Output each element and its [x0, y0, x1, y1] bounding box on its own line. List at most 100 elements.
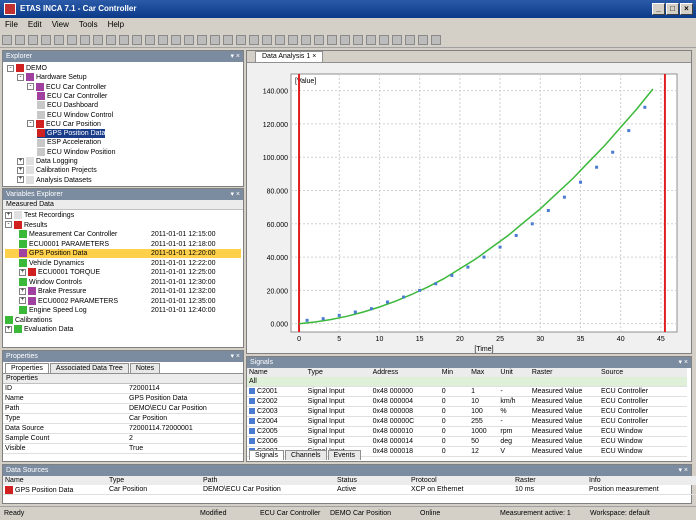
- menu-file[interactable]: File: [5, 20, 18, 29]
- minimize-button[interactable]: _: [652, 3, 665, 15]
- signal-row[interactable]: C2002 Signal Input 0x48 000004 0 10 km/h Measu…: [247, 396, 687, 407]
- tab-channels[interactable]: Channels: [284, 450, 327, 460]
- toolbar-button[interactable]: [119, 35, 129, 45]
- column-header[interactable]: Name: [249, 369, 268, 376]
- property-row[interactable]: Type Car Position: [3, 413, 243, 424]
- tree-item[interactable]: - ECU Car Position: [27, 119, 101, 129]
- toolbar-button[interactable]: [379, 35, 389, 45]
- toolbar-button[interactable]: [366, 35, 376, 45]
- toolbar-button[interactable]: [28, 35, 38, 45]
- toolbar-button[interactable]: [275, 35, 285, 45]
- column-header[interactable]: Type: [109, 477, 125, 484]
- expand-icon[interactable]: +: [17, 176, 24, 184]
- close-button[interactable]: ×: [680, 3, 693, 15]
- data-sources-close-icon[interactable]: ▾ ×: [678, 467, 688, 474]
- column-header[interactable]: Protocol: [411, 477, 437, 484]
- tree-item[interactable]: + Calibration Projects: [17, 166, 97, 175]
- tree-item[interactable]: GPS Position Data: [37, 129, 106, 139]
- toolbar-button[interactable]: [132, 35, 142, 45]
- variable-row[interactable]: + ECU0001 TORQUE 2011-01-01 12:25:00: [5, 268, 241, 277]
- properties-close-icon[interactable]: ▾ ×: [230, 353, 240, 360]
- toolbar-button[interactable]: [145, 35, 155, 45]
- tree-item[interactable]: ECU Car Controller: [37, 92, 107, 101]
- variable-row[interactable]: GPS Position Data 2011-01-01 12:20:00: [5, 249, 241, 258]
- column-header[interactable]: Address: [372, 369, 399, 376]
- variable-row[interactable]: Window Controls 2011-01-01 12:30:00: [5, 277, 241, 287]
- column-header[interactable]: Source: [600, 369, 624, 376]
- toolbar-button[interactable]: [54, 35, 64, 45]
- property-row[interactable]: Visible True: [3, 443, 243, 454]
- toolbar-button[interactable]: [327, 35, 337, 45]
- column-header[interactable]: Status: [337, 477, 357, 484]
- toolbar-button[interactable]: [158, 35, 168, 45]
- menu-view[interactable]: View: [51, 20, 69, 29]
- tab-properties[interactable]: Properties: [5, 363, 49, 373]
- toolbar-button[interactable]: [197, 35, 207, 45]
- signals-close-icon[interactable]: ▾ ×: [678, 359, 688, 366]
- signal-row[interactable]: C2004 Signal Input 0x48 00000C 0 255 - Measure…: [247, 416, 687, 427]
- signal-row[interactable]: C2001 Signal Input 0x48 000000 0 1 - Measured …: [247, 386, 687, 397]
- column-header[interactable]: Max: [471, 369, 485, 376]
- column-header[interactable]: Unit: [500, 369, 513, 376]
- variable-row[interactable]: + Test Recordings: [5, 211, 241, 220]
- tree-item[interactable]: - Hardware Setup: [17, 73, 87, 82]
- expand-icon[interactable]: +: [19, 287, 26, 295]
- toolbar-button[interactable]: [301, 35, 311, 45]
- variable-row[interactable]: + Evaluation Data: [5, 325, 241, 334]
- variables-close-icon[interactable]: ▾ ×: [230, 191, 240, 198]
- variable-row[interactable]: Calibrations: [5, 315, 241, 325]
- toolbar-button[interactable]: [80, 35, 90, 45]
- column-header[interactable]: Min: [441, 369, 454, 376]
- tree-item[interactable]: ECU Window Position: [37, 147, 115, 157]
- variable-row[interactable]: Vehicle Dynamics 2011-01-01 12:22:00: [5, 258, 241, 268]
- variable-row[interactable]: Measurement Car Controller 2011-01-01 12:…: [5, 230, 241, 239]
- toolbar-button[interactable]: [236, 35, 246, 45]
- expand-icon[interactable]: +: [17, 157, 24, 165]
- column-header[interactable]: Path: [203, 477, 218, 484]
- toolbar-button[interactable]: [288, 35, 298, 45]
- signal-row[interactable]: C2005 Signal Input 0x48 000010 0 1000 rpm Meas…: [247, 426, 687, 437]
- expand-icon[interactable]: +: [19, 297, 26, 305]
- toolbar-button[interactable]: [41, 35, 51, 45]
- toolbar-button[interactable]: [392, 35, 402, 45]
- data-source-row[interactable]: GPS Position Data Car Position DEMO\ECU Ca…: [3, 485, 696, 495]
- collapse-icon[interactable]: -: [17, 73, 24, 81]
- toolbar-button[interactable]: [353, 35, 363, 45]
- toolbar-button[interactable]: [67, 35, 77, 45]
- signal-row[interactable]: C2003 Signal Input 0x48 000008 0 100% Measure…: [247, 406, 687, 417]
- toolbar-button[interactable]: [418, 35, 428, 45]
- collapse-icon[interactable]: -: [27, 120, 34, 128]
- tree-item[interactable]: ESP Acceleration: [37, 138, 101, 147]
- toolbar-button[interactable]: [431, 35, 441, 45]
- expand-icon[interactable]: +: [17, 166, 24, 174]
- toolbar-button[interactable]: [2, 35, 12, 45]
- expand-icon[interactable]: +: [5, 325, 12, 333]
- variable-row[interactable]: - Results: [5, 220, 241, 230]
- variable-row[interactable]: ECU0001 PARAMETERS 2011-01-01 12:18:00: [5, 239, 241, 249]
- tab-associated-data-tree[interactable]: Associated Data Tree: [49, 363, 129, 373]
- tree-item[interactable]: ECU Window Control: [37, 110, 113, 120]
- expand-icon[interactable]: +: [19, 268, 26, 276]
- tree-item[interactable]: - ECU Car Controller: [27, 82, 106, 92]
- explorer-close-icon[interactable]: ▾ ×: [230, 53, 240, 60]
- toolbar-button[interactable]: [314, 35, 324, 45]
- maximize-button[interactable]: □: [666, 3, 679, 15]
- toolbar-button[interactable]: [93, 35, 103, 45]
- chart-tab[interactable]: Data Analysis 1 ×: [255, 51, 324, 62]
- tree-item[interactable]: - DEMO: [7, 64, 47, 73]
- property-row[interactable]: ID 72000114: [3, 384, 243, 394]
- toolbar-button[interactable]: [106, 35, 116, 45]
- tree-item[interactable]: + Analysis Datasets: [17, 175, 92, 185]
- menu-edit[interactable]: Edit: [27, 20, 42, 29]
- column-header[interactable]: Raster: [531, 369, 553, 376]
- tab-events[interactable]: Events: [327, 450, 361, 460]
- column-header[interactable]: Name: [5, 477, 24, 484]
- tab-notes[interactable]: Notes: [129, 363, 161, 373]
- menu-tools[interactable]: Tools: [78, 20, 98, 29]
- variable-row[interactable]: Engine Speed Log 2011-01-01 12:40:00: [5, 306, 241, 315]
- column-header[interactable]: Type: [307, 369, 323, 376]
- property-row[interactable]: Sample Count 2: [3, 433, 243, 444]
- signal-row[interactable]: All: [247, 377, 687, 387]
- property-row[interactable]: Data Source 72000114.72000001: [3, 423, 243, 434]
- toolbar-button[interactable]: [223, 35, 233, 45]
